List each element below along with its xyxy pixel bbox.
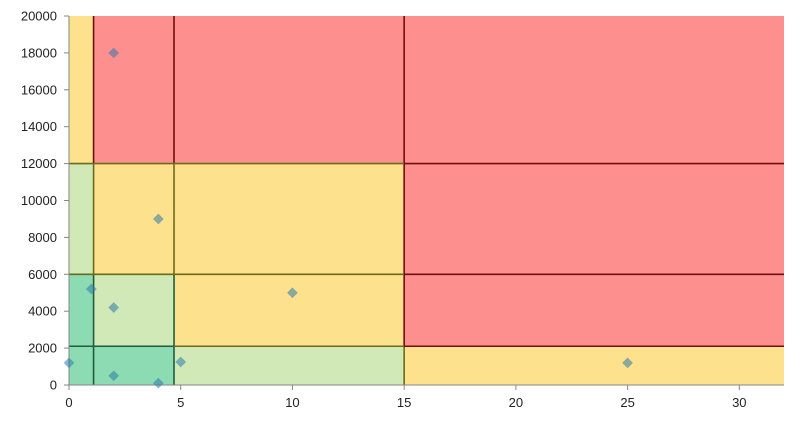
zone-red-r3-c2 [174, 16, 405, 164]
zone-light_green-r1-c1 [93, 274, 175, 347]
zone-light_green-r2-c0 [69, 163, 94, 275]
x-tick-label: 5 [177, 395, 184, 410]
y-tick-label: 12000 [21, 156, 57, 171]
y-tick-label: 2000 [28, 341, 57, 356]
zone-yellow-r2-c2 [174, 163, 405, 275]
zone-red-r2-c3 [404, 163, 784, 275]
x-tick-label: 20 [509, 395, 523, 410]
data-point [85, 283, 97, 295]
y-tick-label: 10000 [21, 193, 57, 208]
data-point [286, 287, 299, 299]
zone-boundary-lines [69, 16, 784, 385]
x-axis-tick-labels: 0 5 10 15 20 25 30 [65, 395, 746, 410]
data-point [108, 301, 120, 314]
zone-green-r0-c1 [93, 346, 175, 385]
x-tick-label: 0 [65, 395, 72, 410]
zone-light_green-r0-c2 [174, 346, 405, 385]
y-axis-tick-labels: 0 2000 4000 6000 8000 10000 12000 14000 16000 180… [21, 9, 57, 393]
data-point [152, 377, 164, 389]
x-tick-label: 15 [397, 395, 411, 410]
data-points [63, 47, 634, 389]
zone-red-r3-c1 [93, 16, 175, 164]
zone-yellow-r0-c3 [404, 346, 784, 385]
y-tick-label: 4000 [28, 304, 57, 319]
x-tick-label: 25 [620, 395, 634, 410]
y-tick-label: 20000 [21, 9, 57, 24]
zone-yellow-r1-c2 [174, 274, 405, 347]
y-tick-label: 6000 [28, 267, 57, 282]
x-tick-label: 30 [732, 395, 746, 410]
zone-yellow-r3-c0 [69, 16, 94, 164]
y-tick-label: 16000 [21, 82, 57, 97]
y-tick-label: 8000 [28, 230, 57, 245]
y-tick-label: 18000 [21, 45, 57, 60]
zone-red-r3-c3 [404, 16, 784, 164]
data-point [108, 47, 120, 59]
data-point [152, 213, 164, 225]
zone-green-r0-c0 [69, 346, 94, 385]
data-point [175, 356, 187, 368]
zone-backgrounds [69, 16, 784, 385]
y-tick-label: 0 [50, 378, 57, 393]
y-tick-label: 14000 [21, 119, 57, 134]
x-tick-label: 10 [285, 395, 299, 410]
data-point [63, 357, 75, 369]
data-point [622, 357, 634, 369]
data-point [108, 370, 120, 382]
axes [64, 15, 784, 390]
zone-red-r1-c3 [404, 274, 784, 347]
